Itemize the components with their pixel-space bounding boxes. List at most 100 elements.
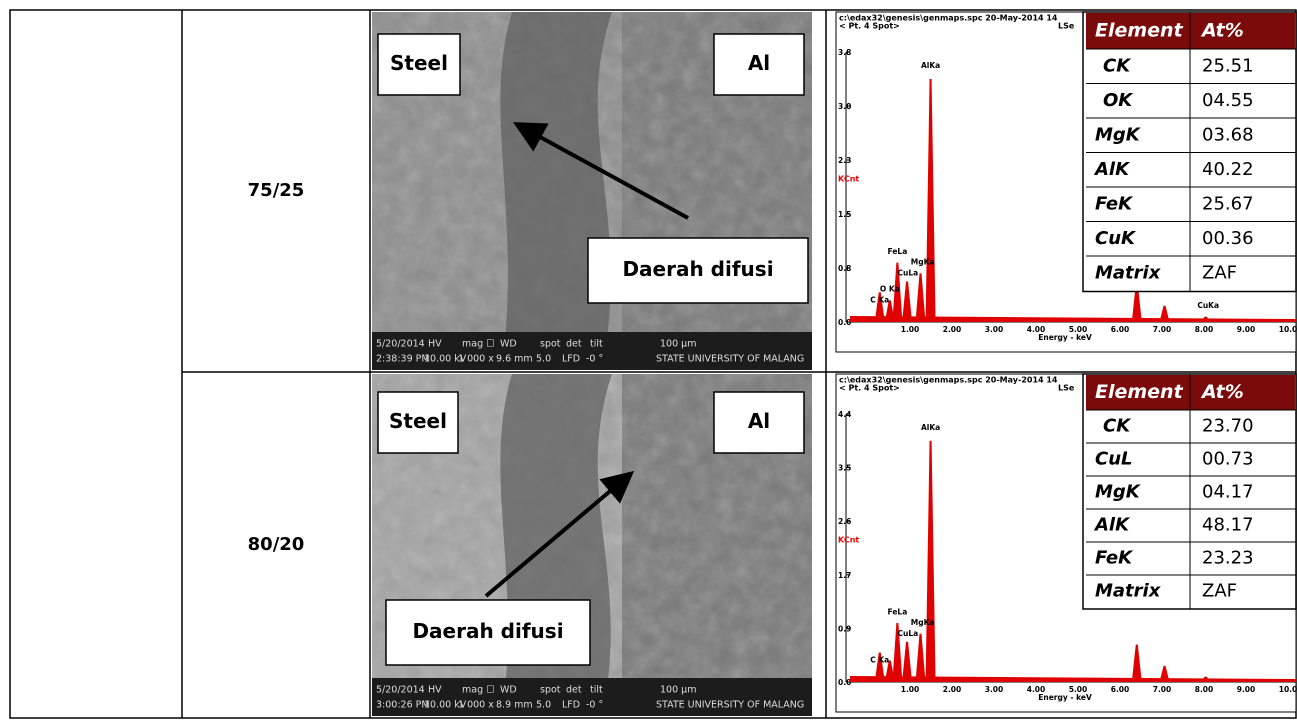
peak-label: AlKa	[921, 423, 940, 432]
x-tick-label: 2.00	[943, 325, 962, 334]
footer-text: mag ☐	[462, 685, 495, 696]
element-name: OK	[1103, 90, 1134, 111]
table-header: At%	[1200, 381, 1244, 403]
x-tick-label: 6.00	[1111, 685, 1130, 694]
x-tick-label: 3.00	[985, 685, 1004, 694]
footer-text: 5/20/2014	[376, 339, 425, 350]
peak-label: AlKa	[921, 61, 940, 70]
element-name: CK	[1103, 55, 1132, 76]
element-value: 03.68	[1202, 124, 1254, 145]
y-tick-label: 2.6	[838, 517, 851, 526]
footer-text: LFD	[562, 700, 580, 711]
sem-label: Al	[748, 51, 770, 75]
peak-label: CuKa	[1197, 301, 1219, 310]
x-tick-label: 9.00	[1237, 685, 1256, 694]
footer-text: 3:00:26 PM	[376, 700, 430, 711]
peak-label: FeLa	[888, 607, 908, 616]
element-value: 40.22	[1202, 159, 1254, 180]
page: 75/255/20/2014HVmag ☐WDspotdettilt100 µm…	[0, 0, 1297, 724]
footer-text: HV	[428, 685, 442, 696]
element-value: 04.17	[1202, 482, 1254, 503]
footer-text: tilt	[590, 339, 603, 350]
element-value: 04.55	[1202, 90, 1254, 111]
element-name: Matrix	[1095, 262, 1162, 283]
footer-text: 5/20/2014	[376, 685, 425, 696]
footer-text: 5.0	[536, 354, 551, 365]
edx-header: LSe	[1058, 384, 1075, 393]
footer-text: 2:38:39 PM	[376, 354, 430, 365]
sem-label: Daerah difusi	[622, 257, 773, 281]
peak-label: C Ka	[870, 295, 889, 304]
x-tick-label: 7.00	[1153, 325, 1172, 334]
element-name: FeK	[1095, 548, 1134, 569]
x-tick-label: 8.00	[1195, 685, 1214, 694]
table-header: Element	[1095, 20, 1184, 42]
footer-text: STATE UNIVERSITY OF MALANG	[656, 354, 804, 365]
footer-text: 5.0	[536, 700, 551, 711]
element-name: MgK	[1095, 482, 1142, 503]
x-tick-label: 10.0	[1279, 325, 1297, 334]
y-tick-label: 0.8	[838, 264, 851, 273]
x-tick-label: 1.00	[901, 325, 920, 334]
footer-text: 8.9 mm	[496, 700, 533, 711]
x-tick-label: 10.0	[1279, 685, 1297, 694]
element-value: 23.70	[1202, 416, 1254, 437]
footer-text: WD	[500, 339, 517, 350]
sem-label: Steel	[389, 409, 447, 433]
document-table: 75/255/20/2014HVmag ☐WDspotdettilt100 µm…	[0, 0, 1297, 724]
element-value: ZAF	[1202, 581, 1237, 602]
y-axis-label: KCnt	[838, 535, 859, 544]
x-tick-label: 2.00	[943, 685, 962, 694]
x-axis-label: Energy - keV	[1038, 333, 1092, 342]
element-value: ZAF	[1202, 262, 1237, 283]
footer-text: 1 000 x	[458, 354, 494, 365]
x-tick-label: 9.00	[1237, 325, 1256, 334]
element-value: 00.36	[1202, 228, 1254, 249]
footer-text: HV	[428, 339, 442, 350]
footer-text: 100 µm	[660, 685, 696, 696]
footer-text: det	[566, 685, 582, 696]
peak-label: CuLa	[898, 268, 919, 277]
peak-label: FeLa	[888, 247, 908, 256]
edx-header: LSe	[1058, 22, 1075, 31]
y-tick-label: 3.0	[838, 102, 851, 111]
table-header: Element	[1095, 381, 1184, 403]
element-value: 23.23	[1202, 548, 1254, 569]
peak-label: C Ka	[870, 656, 889, 665]
y-tick-label: 3.5	[838, 464, 851, 473]
element-name: AlK	[1093, 515, 1131, 536]
x-tick-label: 6.00	[1111, 325, 1130, 334]
sem-label: Daerah difusi	[412, 619, 563, 643]
footer-text: -0 °	[586, 354, 603, 365]
element-value: 25.51	[1202, 55, 1254, 76]
footer-text: tilt	[590, 685, 603, 696]
y-tick-label: 1.5	[838, 210, 851, 219]
y-tick-label: 3.8	[838, 48, 851, 57]
footer-text: WD	[500, 685, 517, 696]
y-axis-label: KCnt	[838, 174, 859, 183]
x-tick-label: 8.00	[1195, 325, 1214, 334]
footer-text: 100 µm	[660, 339, 696, 350]
ratio-label: 75/25	[248, 180, 305, 201]
diffusion-zone	[500, 12, 612, 370]
x-tick-label: 3.00	[985, 325, 1004, 334]
element-value: 00.73	[1202, 449, 1254, 470]
element-name: CuK	[1095, 228, 1137, 249]
table-header: At%	[1200, 20, 1244, 42]
peak-label: MgKa	[911, 258, 935, 267]
footer-text: LFD	[562, 354, 580, 365]
y-tick-label: 1.7	[838, 571, 851, 580]
edx-header: < Pt. 4 Spot>	[839, 22, 900, 31]
ratio-label: 80/20	[248, 534, 305, 555]
y-tick-label: 0.0	[838, 678, 851, 687]
element-name: CK	[1103, 416, 1132, 437]
footer-text: 1 000 x	[458, 700, 494, 711]
y-tick-label: 0.9	[838, 624, 851, 633]
footer-text: mag ☐	[462, 339, 495, 350]
footer-text: 9.6 mm	[496, 354, 533, 365]
footer-text: STATE UNIVERSITY OF MALANG	[656, 700, 804, 711]
y-tick-label: 2.3	[838, 156, 851, 165]
x-tick-label: 7.00	[1153, 685, 1172, 694]
peak-label: MgKa	[911, 618, 935, 627]
element-value: 25.67	[1202, 193, 1254, 214]
